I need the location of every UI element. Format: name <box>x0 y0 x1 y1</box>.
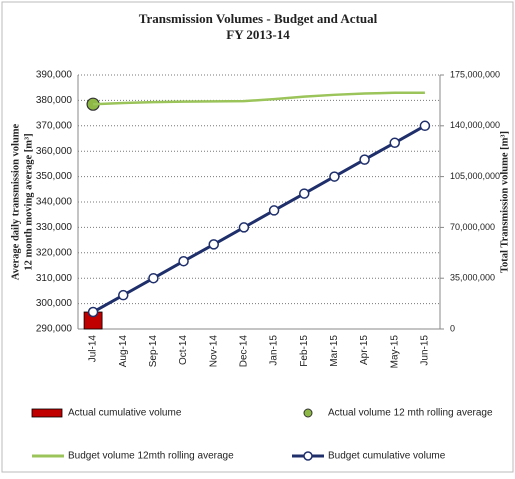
marker <box>389 137 400 149</box>
legend-swatch <box>303 408 313 418</box>
y-tick-label: 330,000 <box>36 222 73 233</box>
marker <box>268 205 280 216</box>
x-tick-label: Jul-14 <box>88 335 99 363</box>
x-tick-label: Aug-14 <box>118 335 129 368</box>
legend-label: Budget volume 12mth rolling average <box>68 451 234 462</box>
y-tick-label: 380,000 <box>36 95 73 106</box>
marker <box>208 239 219 250</box>
marker <box>238 222 250 233</box>
y2-axis-label: Total Transmission volume [m³] <box>499 131 510 273</box>
x-tick-label: Oct-14 <box>178 335 189 365</box>
y-tick-label: 340,000 <box>36 197 73 208</box>
y-axis-label: 12 month moving average [m³] <box>23 133 34 270</box>
x-tick-label: Jan-15 <box>269 335 280 366</box>
y-tick-label: 360,000 <box>36 146 73 157</box>
legend-label: Budget cumulative volume <box>328 451 446 462</box>
x-tick-label: Sep-14 <box>148 335 159 368</box>
marker <box>178 255 189 267</box>
x-tick-label: Nov-14 <box>208 335 219 368</box>
marker <box>419 120 431 132</box>
legend-label: Actual cumulative volume <box>68 408 182 419</box>
y-axis-label: Average daily transmission volume <box>10 123 21 280</box>
y2-tick-label: 35,000,000 <box>450 273 495 283</box>
y-tick-label: 320,000 <box>36 247 73 258</box>
y-tick-label: 350,000 <box>36 171 73 182</box>
y-tick-label: 310,000 <box>36 273 73 284</box>
y2-tick-label: 105,000,000 <box>450 171 500 181</box>
legend-swatch <box>303 451 313 461</box>
x-tick-label: May-15 <box>389 335 400 369</box>
legend-swatch <box>31 408 63 418</box>
marker <box>148 272 159 284</box>
y2-tick-label: 175,000,000 <box>450 69 500 79</box>
marker <box>359 154 370 165</box>
marker <box>87 306 99 318</box>
y2-tick-label: 0 <box>450 323 455 333</box>
legend-label: Actual volume 12 mth rolling average <box>328 408 493 419</box>
y2-tick-label: 70,000,000 <box>450 222 495 232</box>
x-tick-label: Jun-15 <box>420 335 431 366</box>
marker <box>299 188 310 199</box>
y-tick-label: 300,000 <box>36 298 73 309</box>
chart-subtitle: FY 2013-14 <box>226 27 290 42</box>
y-tick-label: 390,000 <box>36 70 73 81</box>
marker <box>329 171 340 182</box>
marker <box>118 289 129 301</box>
x-tick-label: Mar-15 <box>329 335 340 367</box>
x-tick-label: Apr-15 <box>359 335 370 365</box>
y2-tick-label: 140,000,000 <box>450 120 500 130</box>
x-tick-label: Dec-14 <box>239 335 250 368</box>
y-tick-label: 290,000 <box>36 324 73 335</box>
y-tick-label: 370,000 <box>36 120 73 131</box>
line <box>92 124 426 314</box>
line <box>93 91 425 106</box>
x-tick-label: Feb-15 <box>299 335 310 367</box>
chart-title: Transmission Volumes - Budget and Actual <box>139 11 378 26</box>
